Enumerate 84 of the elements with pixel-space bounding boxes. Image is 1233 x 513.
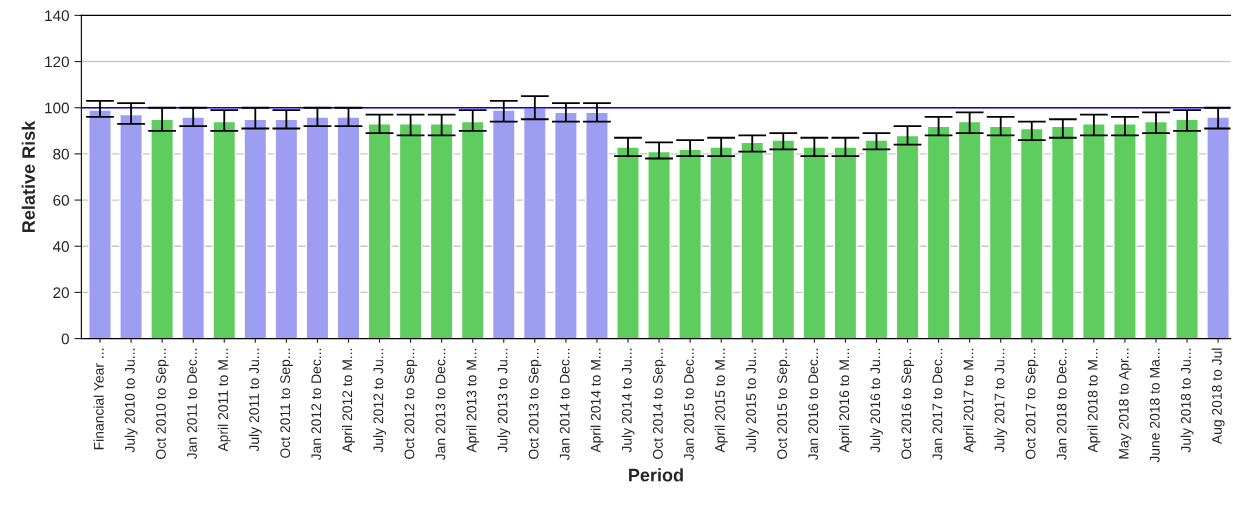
x-tick-label: Oct 2014 to Sep... — [652, 348, 666, 459]
x-tick-label: July 2016 to Ju... — [870, 348, 883, 453]
bar — [243, 118, 268, 339]
x-tick-label: June 2018 to Ma... — [1149, 348, 1160, 463]
x-tick-label: April 2017 to M... — [963, 348, 977, 453]
x-tick-label: April 2011 to M... — [217, 348, 231, 452]
y-axis-title: Relative Risk — [21, 120, 35, 232]
bar — [522, 107, 547, 339]
x-tick-label: Jan 2013 to Dec... — [435, 348, 446, 461]
bar — [429, 123, 454, 339]
y-tick-label: 20 — [53, 287, 69, 299]
x-tick-label: Oct 2017 to Sep... — [1025, 348, 1039, 459]
x-tick-label: Jan 2012 to Dec... — [311, 348, 322, 461]
x-tick-label: July 2011 to Ju... — [248, 348, 262, 452]
bar — [150, 118, 175, 339]
bar — [212, 120, 237, 339]
x-tick-label: Financial Year ... — [93, 348, 104, 450]
x-tick-label: April 2013 to M... — [466, 348, 480, 453]
bar — [1113, 123, 1137, 339]
x-tick-label: May 2018 to Apr... — [1118, 348, 1132, 459]
x-tick-label: Jan 2016 to Dec... — [808, 348, 819, 461]
bar — [491, 109, 516, 339]
bar — [926, 125, 951, 339]
bar — [988, 125, 1013, 339]
bar — [398, 123, 423, 339]
x-tick-label: Oct 2016 to Sep... — [901, 348, 914, 459]
x-tick-label: July 2010 to Ju... — [124, 348, 138, 453]
x-tick-label: Jan 2015 to Dec... — [684, 348, 694, 461]
x-tick-label: Oct 2011 to Sep... — [280, 348, 293, 458]
bar — [585, 111, 609, 339]
x-tick-label: April 2018 to M... — [1087, 348, 1101, 453]
x-tick-label: July 2018 to Ju... — [1180, 348, 1194, 453]
x-tick-label: April 2012 to M... — [342, 348, 355, 453]
x-tick-label: Jan 2014 to Dec... — [559, 348, 570, 461]
bar — [864, 139, 889, 339]
x-tick-label: Jan 2018 to Dec... — [1056, 348, 1067, 461]
x-tick-label: July 2017 to Ju... — [994, 348, 1008, 453]
x-tick-label: April 2016 to M... — [838, 348, 852, 453]
x-tick-label: Jan 2017 to Dec... — [932, 348, 943, 461]
bar — [336, 116, 361, 339]
x-tick-label: April 2014 to M... — [590, 348, 604, 453]
bar — [709, 146, 734, 339]
bar — [1082, 123, 1106, 339]
bar — [460, 120, 485, 339]
bar — [678, 148, 702, 339]
x-tick-label: Oct 2015 to Sep... — [777, 348, 790, 459]
y-tick-label: 60 — [53, 194, 69, 206]
y-tick-label: 140 — [45, 10, 69, 22]
bar — [647, 150, 671, 339]
y-tick-label: 120 — [45, 56, 69, 68]
x-axis-title: Period — [629, 468, 683, 482]
bar — [957, 120, 982, 339]
x-tick-label: Oct 2013 to Sep... — [528, 348, 542, 459]
bar — [1019, 127, 1044, 339]
bar — [616, 146, 640, 339]
x-tick-label: Aug 2018 to Jul — [1211, 348, 1225, 445]
bar — [895, 134, 920, 339]
bar — [274, 118, 299, 339]
x-tick-label: July 2014 to Ju... — [621, 348, 635, 453]
x-tick-label: July 2013 to Ju... — [497, 348, 511, 453]
x-tick-label: Oct 2012 to Sep... — [404, 348, 418, 459]
bar — [833, 146, 858, 339]
bar — [1206, 116, 1230, 339]
bar — [771, 139, 796, 339]
bar — [740, 141, 765, 339]
bar — [554, 111, 578, 339]
x-tick-label: July 2015 to Ju... — [745, 348, 759, 453]
x-tick-label: Oct 2010 to Sep... — [156, 348, 169, 459]
bar — [305, 116, 330, 339]
bar — [1144, 120, 1168, 339]
y-tick-label: 0 — [61, 333, 69, 345]
bar — [1050, 125, 1075, 339]
y-tick-label: 40 — [52, 241, 69, 252]
y-tick-label: 100 — [45, 102, 69, 114]
x-tick-label: July 2012 to Ju... — [373, 348, 387, 453]
bar — [367, 123, 392, 339]
x-tick-label: Jan 2011 to Dec... — [187, 348, 197, 460]
bar — [802, 146, 827, 339]
bar — [119, 113, 143, 339]
bar — [181, 116, 206, 339]
bar — [88, 109, 112, 339]
x-tick-label: April 2015 to M... — [714, 348, 728, 453]
bar — [1175, 118, 1199, 339]
y-tick-label: 80 — [53, 148, 69, 160]
